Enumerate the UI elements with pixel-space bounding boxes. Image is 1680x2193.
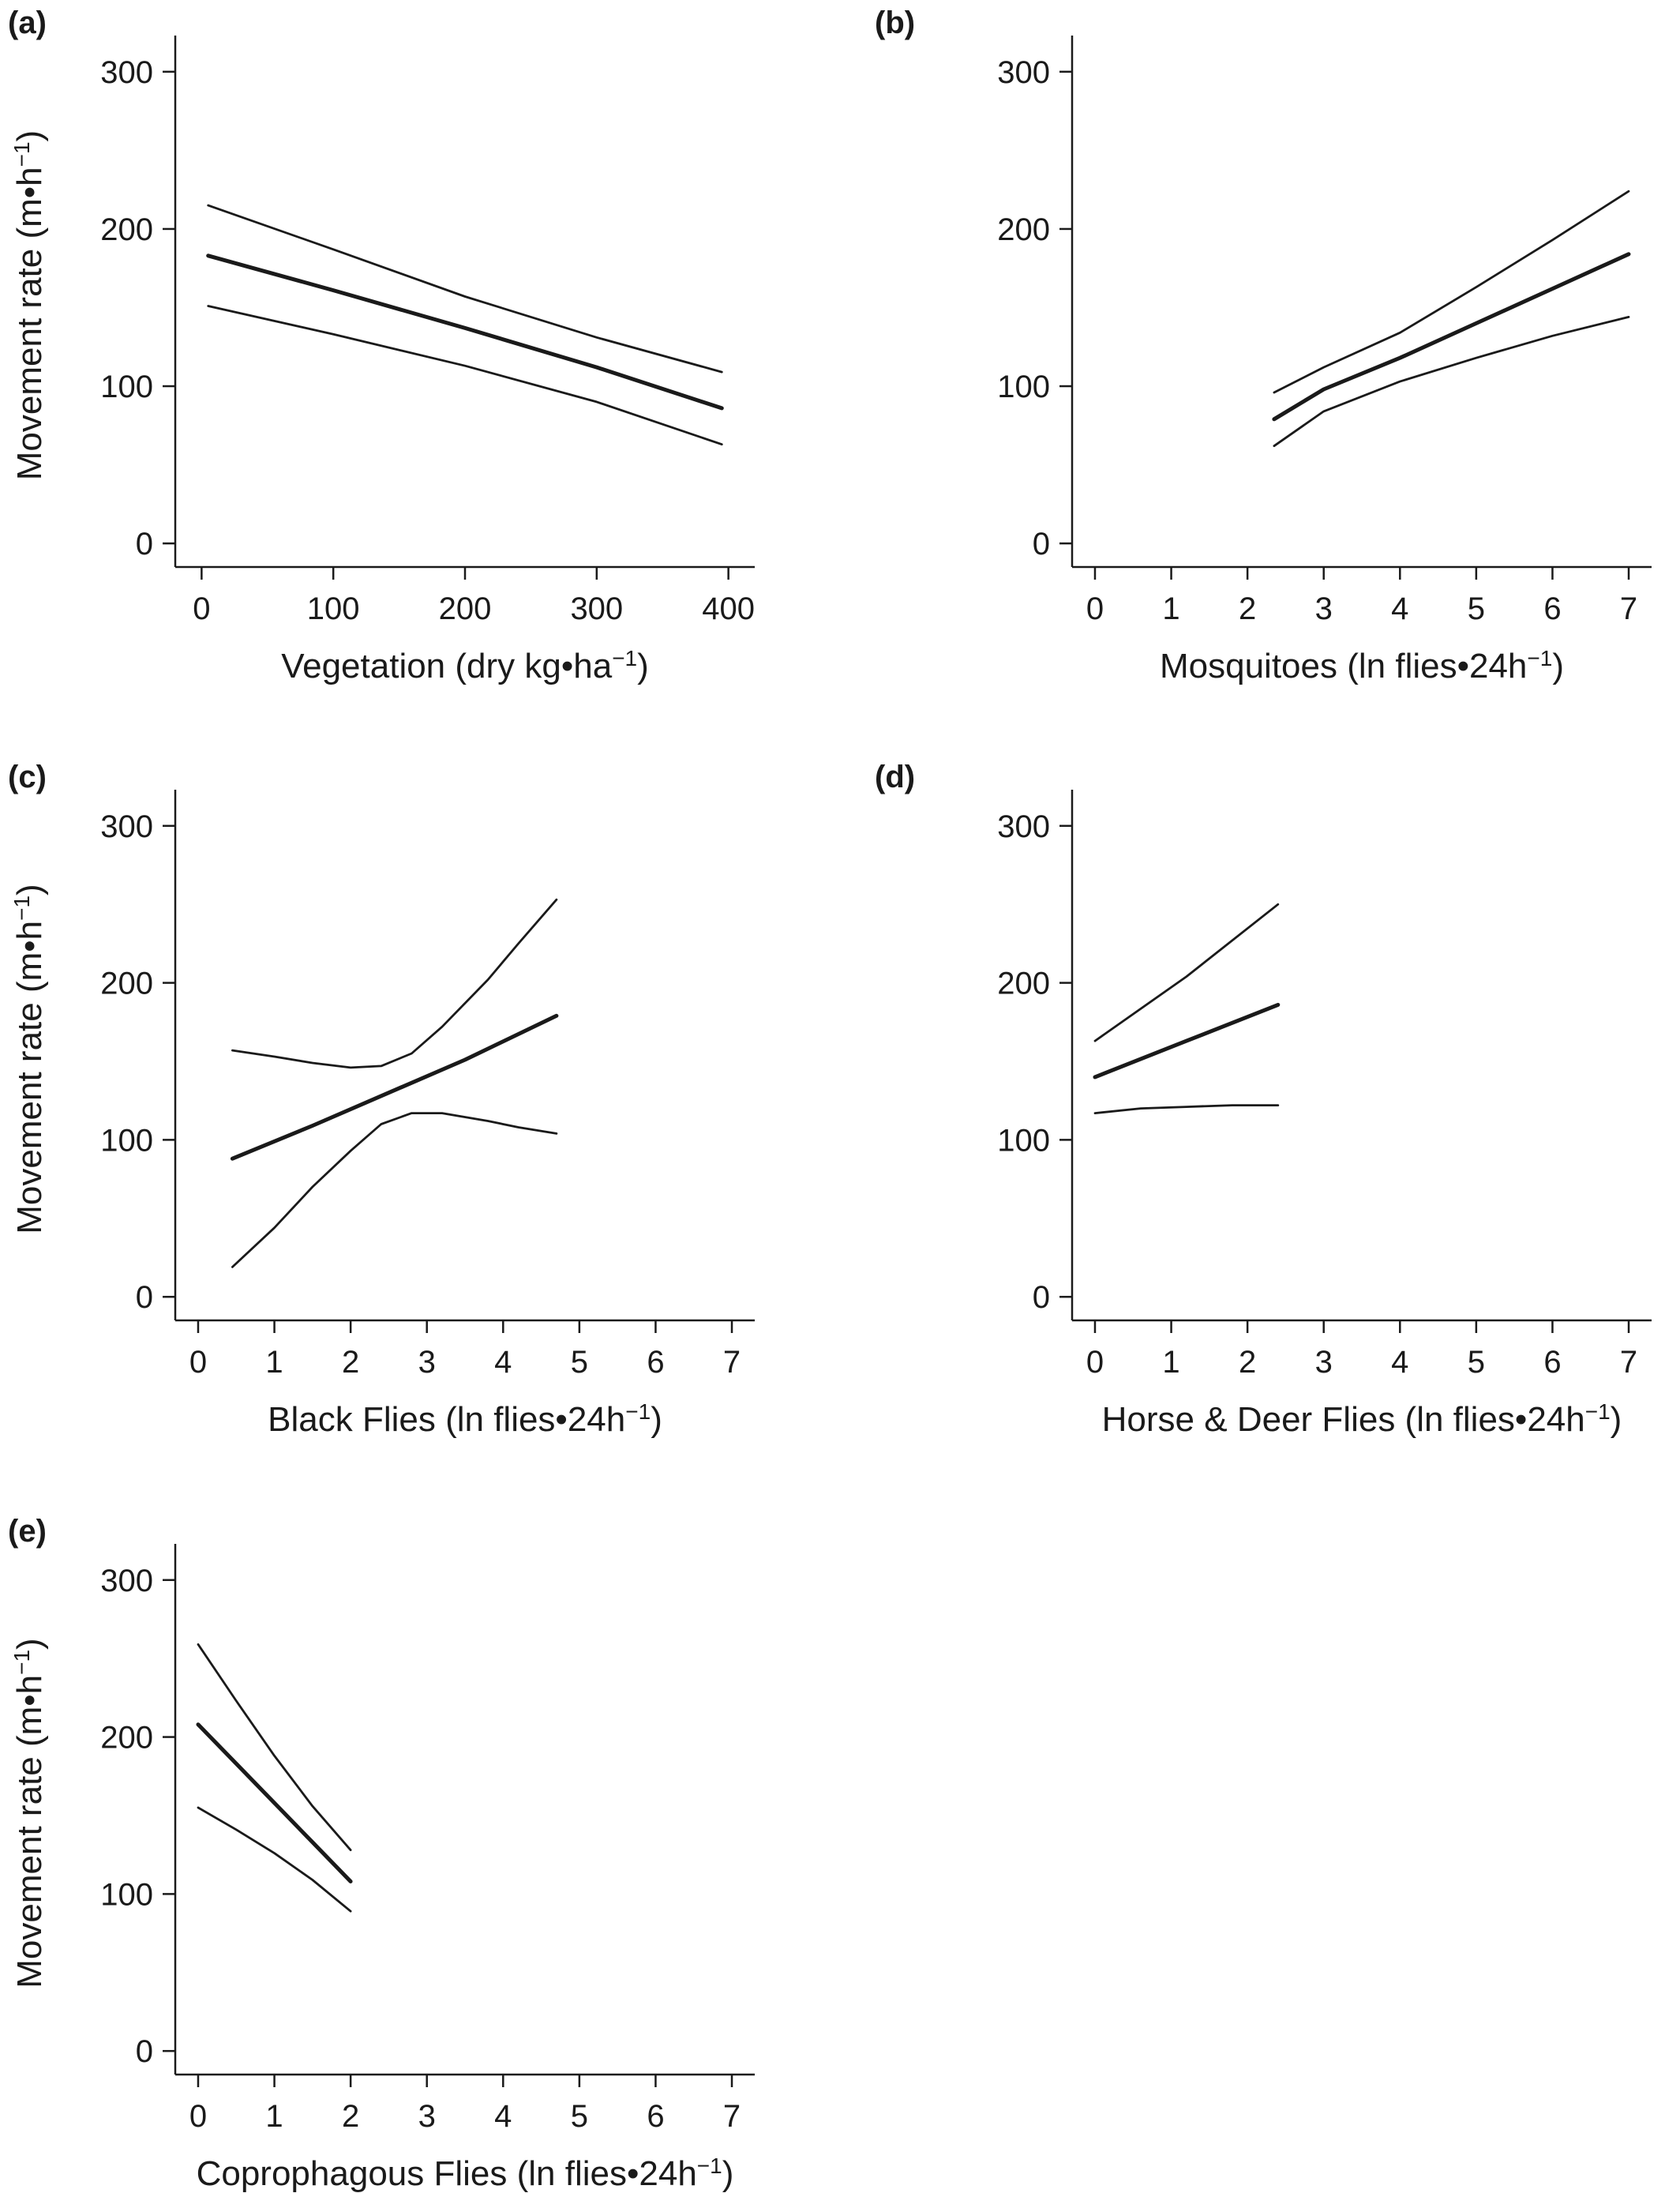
x-tick-label: 7 bbox=[1620, 1345, 1637, 1380]
fitted-line bbox=[1272, 252, 1631, 422]
x-tick-label: 3 bbox=[418, 2099, 436, 2134]
x-tick-label: 300 bbox=[570, 591, 623, 626]
y-tick-label: 0 bbox=[136, 2034, 153, 2069]
y-tick-label: 100 bbox=[100, 1877, 153, 1912]
x-axis-title: Horse & Deer Flies (ln flies•24h−1) bbox=[1102, 1399, 1622, 1440]
y-tick-label: 300 bbox=[100, 55, 153, 90]
y-tick-label: 100 bbox=[997, 370, 1050, 404]
x-tick-label: 2 bbox=[342, 2099, 359, 2134]
x-tick-label: 6 bbox=[647, 2099, 664, 2134]
x-tick-label: 200 bbox=[439, 591, 492, 626]
fitted-line bbox=[206, 253, 724, 411]
x-tick-label: 7 bbox=[723, 1345, 741, 1380]
x-tick-label: 4 bbox=[1391, 1345, 1408, 1380]
x-axis-title: Vegetation (dry kg•ha−1) bbox=[281, 646, 649, 686]
y-tick-label: 300 bbox=[997, 809, 1050, 844]
y-tick-label: 200 bbox=[100, 212, 153, 247]
x-tick-label: 0 bbox=[1086, 591, 1104, 626]
x-tick-label: 2 bbox=[1239, 1345, 1256, 1380]
panel-label: (e) bbox=[8, 1514, 47, 1549]
lower-ci-line bbox=[231, 1112, 558, 1268]
x-axis-title: Coprophagous Flies (ln flies•24h−1) bbox=[197, 2154, 734, 2193]
x-axis-title: Mosquitoes (ln flies•24h−1) bbox=[1160, 646, 1564, 686]
upper-ci-line bbox=[231, 898, 558, 1069]
x-tick-label: 400 bbox=[702, 591, 755, 626]
x-tick-label: 6 bbox=[647, 1345, 664, 1380]
upper-ci-line bbox=[197, 1643, 352, 1852]
panel-b: (b) 0 100 200 300 0 1 2 3 4 5 6 7 Mosquitoes (ln flie… bbox=[875, 6, 1652, 685]
x-tick-label: 3 bbox=[1315, 591, 1333, 626]
fitted-line bbox=[196, 1722, 353, 1883]
x-tick-label: 0 bbox=[193, 591, 210, 626]
x-tick-label: 2 bbox=[1239, 591, 1256, 626]
fitted-line bbox=[230, 1013, 559, 1161]
lower-ci-line bbox=[207, 305, 723, 446]
x-tick-label: 0 bbox=[189, 2099, 207, 2134]
upper-ci-line bbox=[207, 204, 723, 374]
panel-e: (e) 0 100 200 300 0 1 2 3 4 5 6 7 Coprophagous Flies … bbox=[8, 1514, 755, 2193]
x-tick-label: 6 bbox=[1543, 1345, 1561, 1380]
y-tick-label: 200 bbox=[100, 1721, 153, 1756]
x-tick-label: 3 bbox=[418, 1345, 436, 1380]
x-tick-label: 5 bbox=[1468, 1345, 1485, 1380]
x-tick-label: 4 bbox=[1391, 591, 1408, 626]
x-tick-label: 0 bbox=[1086, 1345, 1104, 1380]
y-axis-title: Movement rate (m•h−1) bbox=[9, 1638, 50, 1988]
panel-label: (d) bbox=[875, 760, 915, 794]
panel-label: (b) bbox=[875, 6, 915, 40]
y-tick-label: 100 bbox=[997, 1123, 1050, 1158]
y-tick-label: 300 bbox=[100, 809, 153, 844]
x-tick-label: 5 bbox=[571, 1345, 588, 1380]
x-tick-label: 4 bbox=[494, 2099, 512, 2134]
lower-ci-line bbox=[1273, 315, 1630, 448]
panel-label: (a) bbox=[8, 6, 47, 40]
y-tick-label: 100 bbox=[100, 1123, 153, 1158]
y-tick-label: 0 bbox=[1033, 1280, 1050, 1315]
lower-ci-line bbox=[1093, 1104, 1280, 1114]
y-axis-title: Movement rate (m•h−1) bbox=[9, 130, 50, 480]
y-tick-label: 0 bbox=[136, 527, 153, 561]
x-tick-label: 2 bbox=[342, 1345, 359, 1380]
upper-ci-line bbox=[1093, 903, 1280, 1042]
upper-ci-line bbox=[1273, 190, 1630, 394]
x-tick-label: 5 bbox=[1468, 591, 1485, 626]
panel-c: (c) 0 100 200 300 0 1 2 3 4 5 6 7 Black Flies (ln fli… bbox=[8, 760, 755, 1439]
x-tick-label: 1 bbox=[265, 1345, 283, 1380]
x-axis-title: Black Flies (ln flies•24h−1) bbox=[268, 1399, 662, 1440]
x-tick-label: 6 bbox=[1543, 591, 1561, 626]
panel-a: (a) 0 100 200 300 0 100 200 300 400 Vegetation (dr… bbox=[8, 6, 755, 685]
y-tick-label: 300 bbox=[997, 55, 1050, 90]
x-tick-label: 100 bbox=[307, 591, 360, 626]
y-axis-title: Movement rate (m•h−1) bbox=[9, 884, 50, 1234]
fitted-line bbox=[1093, 1002, 1281, 1080]
x-tick-label: 7 bbox=[723, 2099, 741, 2134]
y-tick-label: 0 bbox=[1033, 527, 1050, 561]
x-tick-label: 5 bbox=[571, 2099, 588, 2134]
y-tick-label: 200 bbox=[997, 212, 1050, 247]
y-tick-label: 200 bbox=[997, 967, 1050, 1001]
x-tick-label: 1 bbox=[265, 2099, 283, 2134]
x-tick-label: 7 bbox=[1620, 591, 1637, 626]
x-tick-label: 4 bbox=[494, 1345, 512, 1380]
x-tick-label: 1 bbox=[1162, 591, 1179, 626]
x-tick-label: 0 bbox=[189, 1345, 207, 1380]
y-tick-label: 100 bbox=[100, 370, 153, 404]
x-tick-label: 1 bbox=[1162, 1345, 1179, 1380]
x-tick-label: 3 bbox=[1315, 1345, 1333, 1380]
y-tick-label: 200 bbox=[100, 967, 153, 1001]
y-tick-label: 300 bbox=[100, 1564, 153, 1598]
lower-ci-line bbox=[197, 1806, 352, 1913]
y-tick-label: 0 bbox=[136, 1280, 153, 1315]
panel-label: (c) bbox=[8, 760, 47, 794]
panel-d: (d) 0 100 200 300 0 1 2 3 4 5 6 7 Horse & Deer Flies … bbox=[875, 760, 1652, 1439]
